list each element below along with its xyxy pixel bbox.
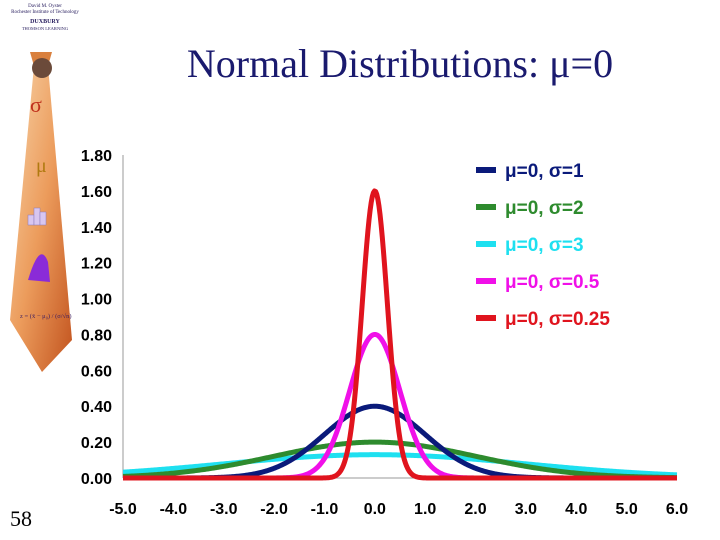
x-tick-label: -2.0 [260, 501, 288, 518]
x-tick-label: -3.0 [210, 501, 238, 518]
y-tick-label: 0.20 [81, 435, 112, 452]
logo: David M. Oyster Rochester Institute of T… [8, 4, 82, 50]
series-layer [121, 188, 679, 481]
x-tick-label: 6.0 [666, 501, 688, 518]
tie-formula: z = (x̄ − μ₀) / (σ/√n) [20, 312, 72, 320]
x-tick-label: 0.0 [364, 501, 386, 518]
page-number: 58 [10, 506, 32, 531]
y-tick-label: 1.40 [81, 220, 112, 237]
y-tick-label: 1.60 [81, 184, 112, 201]
x-tick-label: 2.0 [464, 501, 486, 518]
density-curve-icon [28, 254, 50, 282]
y-tick-label: 1.00 [81, 292, 112, 309]
x-tick-label: 1.0 [414, 501, 436, 518]
tie-sigma-symbol: σ [30, 92, 42, 117]
x-tick-label: -1.0 [311, 501, 339, 518]
series-line [121, 452, 679, 478]
y-tick-label: 0.40 [81, 399, 112, 416]
legend: μ=0, σ=1 μ=0, σ=2 μ=0, σ=3 μ=0, σ=0.5 μ=0, σ… [476, 161, 610, 330]
series-line [121, 188, 679, 481]
x-tick-label: 5.0 [616, 501, 638, 518]
histogram-icon [27, 207, 47, 226]
legend-label: μ=0, σ=1 [505, 161, 584, 182]
y-tick-label: 1.80 [81, 148, 112, 165]
tie-mu-symbol: μ [36, 155, 47, 177]
legend-label: μ=0, σ=0.25 [505, 309, 610, 330]
logo-line4: THOMSON LEARNING [21, 26, 69, 31]
tie-globe-icon [32, 58, 52, 78]
logo-line2: Rochester Institute of Technology [11, 10, 79, 15]
legend-label: μ=0, σ=0.5 [505, 272, 600, 293]
legend-label: μ=0, σ=3 [505, 235, 584, 256]
x-tick-label: 4.0 [565, 501, 587, 518]
y-tick-label: 1.20 [81, 256, 112, 273]
x-tick-label: -5.0 [109, 501, 137, 518]
y-tick-label: 0.60 [81, 363, 112, 380]
y-tick-labels: 0.00 0.20 0.40 0.60 0.80 1.00 1.20 1.40 1.60 1.80 [81, 148, 112, 488]
tie-graphic: σ μ z = (x̄ − μ₀) / (σ/√n) [10, 52, 72, 372]
x-tick-label: 3.0 [515, 501, 537, 518]
x-tick-label: -4.0 [160, 501, 188, 518]
y-tick-label: 0.00 [81, 471, 112, 488]
logo-line1: David M. Oyster [28, 4, 62, 9]
y-tick-label: 0.80 [81, 327, 112, 344]
logo-line3: DUXBURY [30, 19, 60, 25]
slide-title: Normal Distributions: μ=0 [186, 41, 614, 86]
legend-label: μ=0, σ=2 [505, 198, 584, 219]
x-tick-labels: -5.0 -4.0 -3.0 -2.0 -1.0 0.0 1.0 2.0 3.0 4.0 5.0 6.… [109, 501, 688, 518]
